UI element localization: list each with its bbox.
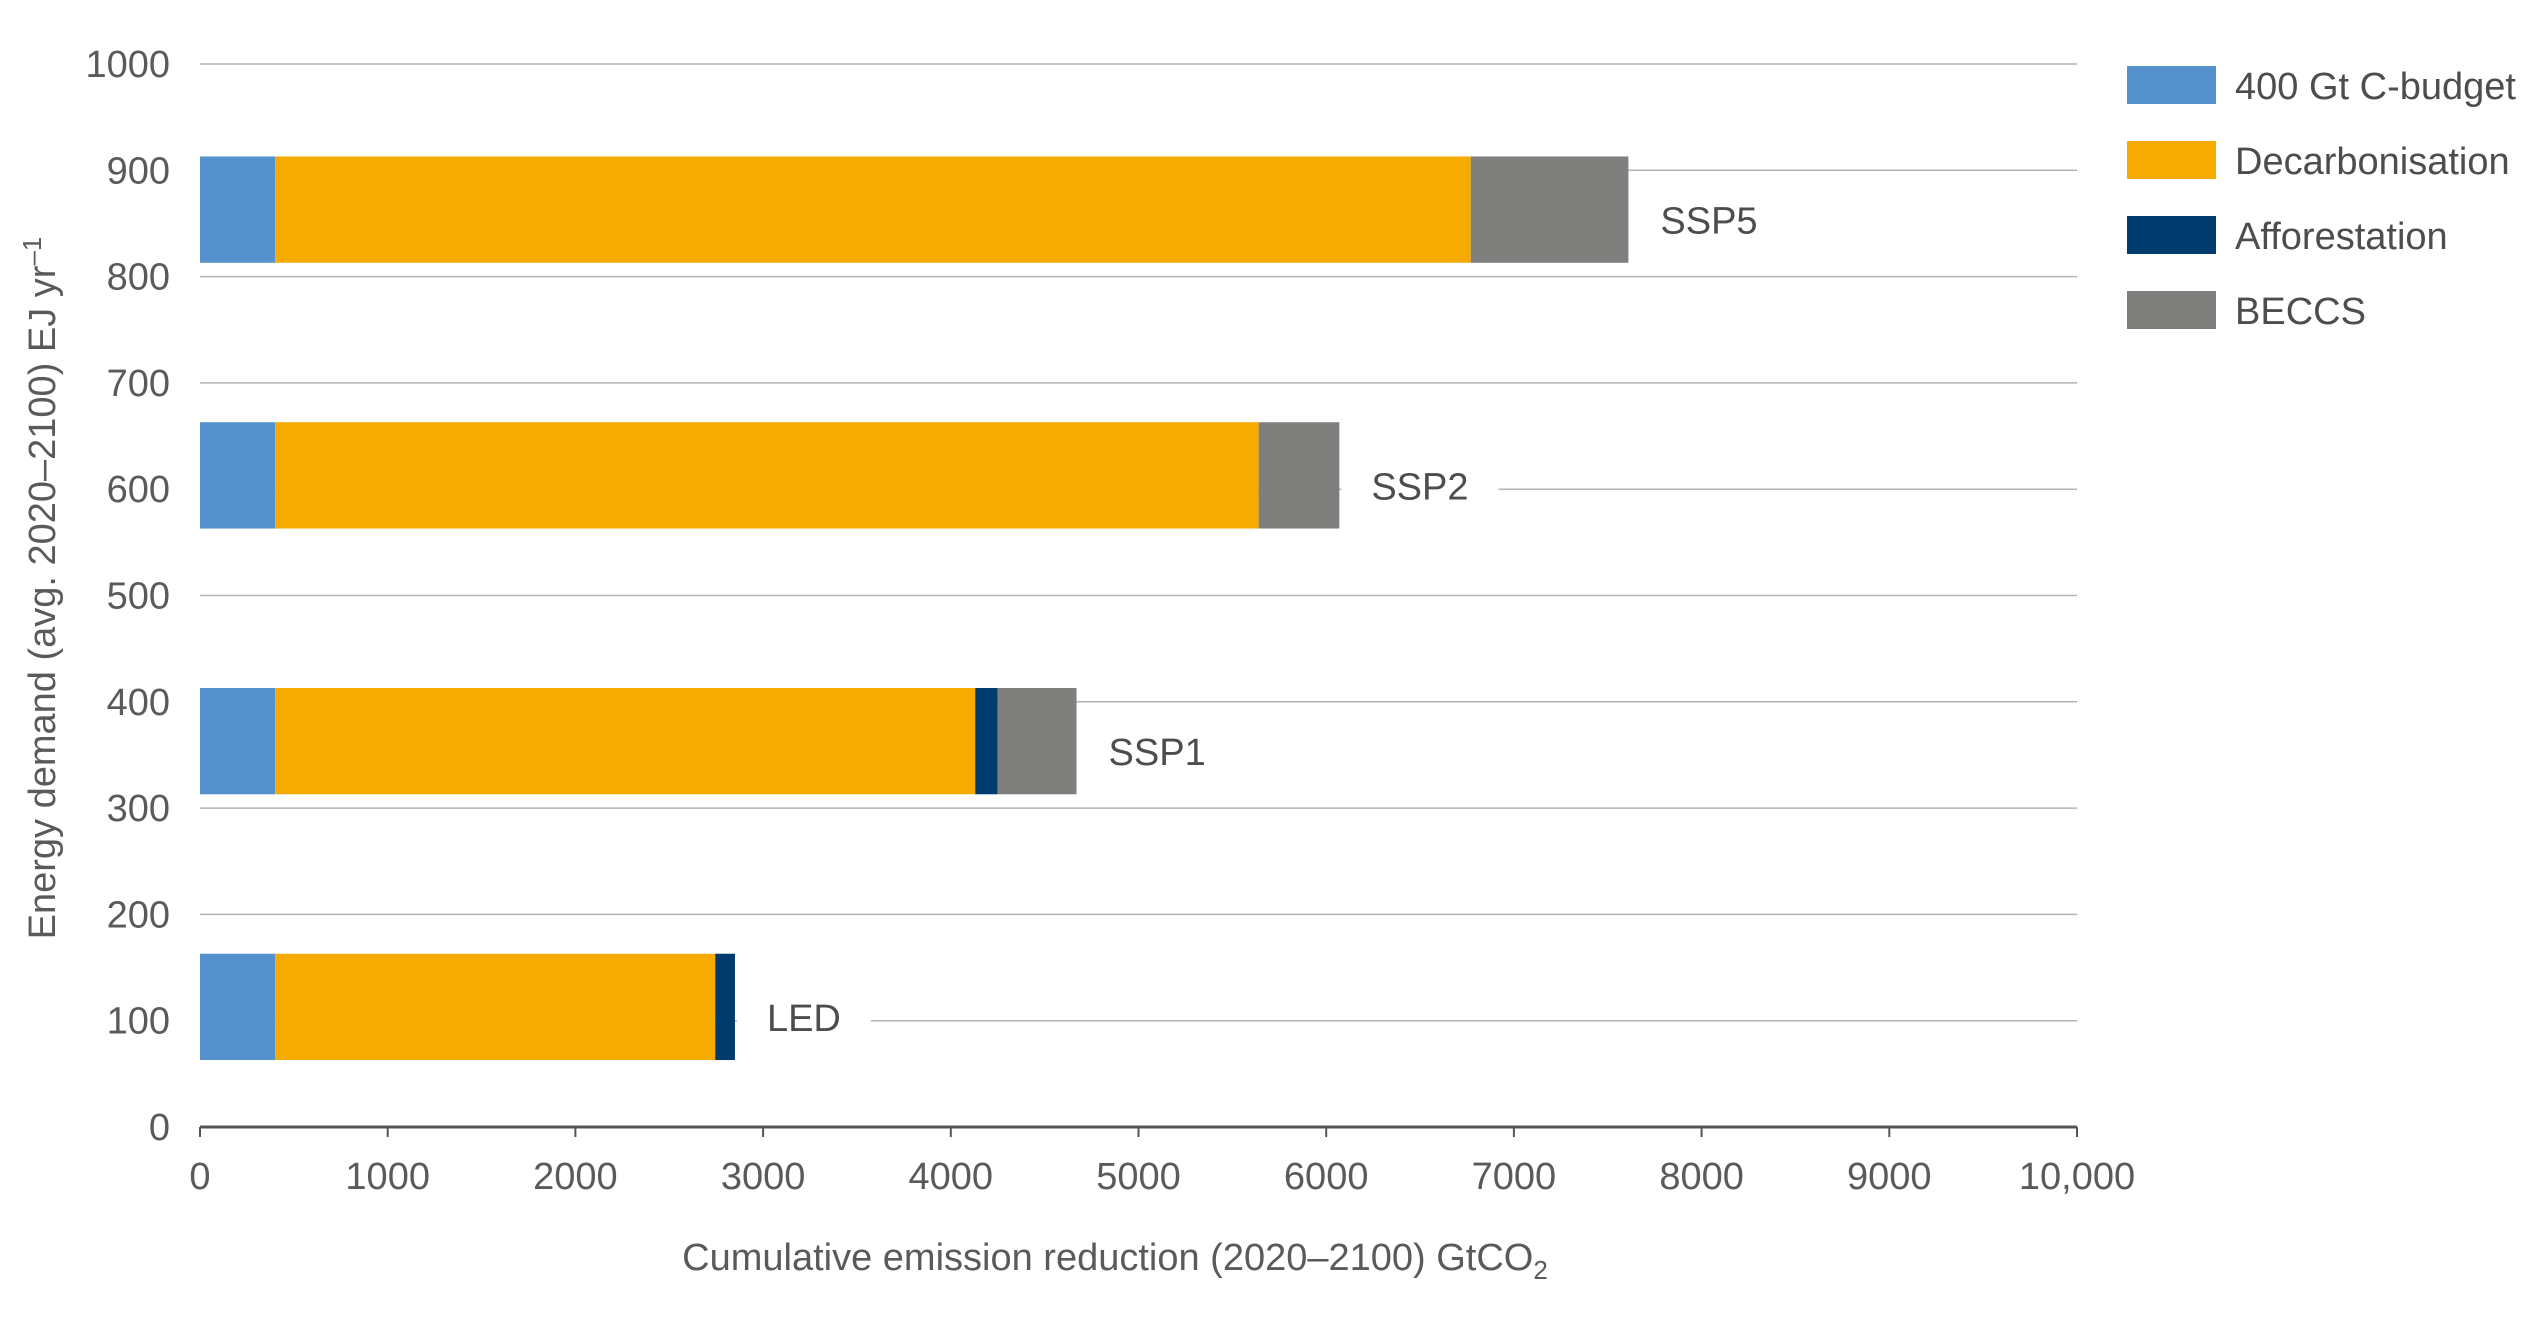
label-backdrop (1078, 728, 1236, 779)
bar-segment (200, 953, 276, 1061)
x-tick-label: 6000 (1284, 1156, 1369, 1198)
y-tick-label: 300 (107, 788, 170, 830)
y-tick-label: 800 (107, 257, 170, 299)
x-tick-label: 0 (189, 1156, 210, 1198)
category-labels: LED SSP1 SSP2 SSP5 (767, 201, 1758, 1040)
y-tick-label: 400 (107, 682, 170, 724)
legend-label: Afforestation (2235, 216, 2448, 258)
category-label: SSP5 (1660, 201, 1757, 243)
legend: 400 Gt C-budget Decarbonisation Afforestat… (2127, 66, 2516, 333)
x-tick-label: 1000 (345, 1156, 430, 1198)
category-label: SSP2 (1371, 466, 1468, 508)
legend-swatch (2127, 216, 2216, 254)
legend-label: Decarbonisation (2235, 141, 2510, 183)
x-tick-label: 5000 (1096, 1156, 1181, 1198)
x-axis-title: Cumulative emission reduction (2020–2100… (682, 1237, 1548, 1285)
bar-segment (275, 687, 976, 795)
y-tick-label: 700 (107, 363, 170, 405)
bar-segment (1470, 156, 1629, 263)
label-backdrop (736, 993, 871, 1044)
x-tick-label: 7000 (1472, 1156, 1557, 1198)
bar-segment (200, 422, 276, 529)
bar-segment (997, 687, 1077, 795)
category-label: SSP1 (1109, 732, 1206, 774)
legend-swatch (2127, 66, 2216, 104)
x-tick-label: 8000 (1659, 1156, 1744, 1198)
y-tick-label: 200 (107, 894, 170, 936)
x-tick-label: 9000 (1847, 1156, 1932, 1198)
legend-label: BECCS (2235, 291, 2366, 333)
legend-label: 400 Gt C-budget (2235, 66, 2516, 108)
y-axis-title: Energy demand (avg. 2020–2100) EJ yr–1 (17, 237, 64, 940)
bar-segment (200, 156, 276, 263)
x-tick-label: 4000 (909, 1156, 994, 1198)
legend-swatch (2127, 291, 2216, 329)
y-tick-label: 900 (107, 150, 170, 192)
y-tick-label: 600 (107, 469, 170, 511)
bar-segment (275, 422, 1259, 529)
bar-segment (200, 687, 276, 795)
x-tick-labels: 0 1000 2000 3000 4000 5000 6000 7000 8000 9000 10,… (189, 1127, 2135, 1198)
bar-segment (275, 953, 716, 1061)
y-tick-label: 1000 (85, 44, 170, 86)
category-label: LED (767, 998, 841, 1040)
bar-segment (275, 156, 1471, 263)
bar-segment (975, 687, 998, 795)
y-tick-labels: 0 100 200 300 400 500 600 700 800 900 1000 (85, 44, 170, 1149)
y-tick-label: 0 (149, 1107, 170, 1149)
bar-segment (715, 953, 735, 1061)
bar-label-leaders (736, 196, 1788, 1044)
legend-swatch (2127, 141, 2216, 179)
x-tick-label: 2000 (533, 1156, 618, 1198)
bars (200, 156, 1629, 1061)
y-tick-label: 500 (107, 576, 170, 618)
x-tick-label: 3000 (721, 1156, 806, 1198)
x-tick-label: 10,000 (2019, 1156, 2135, 1198)
label-backdrop (1341, 462, 1499, 513)
bar-segment (1258, 422, 1340, 529)
y-tick-label: 100 (107, 1001, 170, 1043)
label-backdrop (1630, 196, 1788, 247)
